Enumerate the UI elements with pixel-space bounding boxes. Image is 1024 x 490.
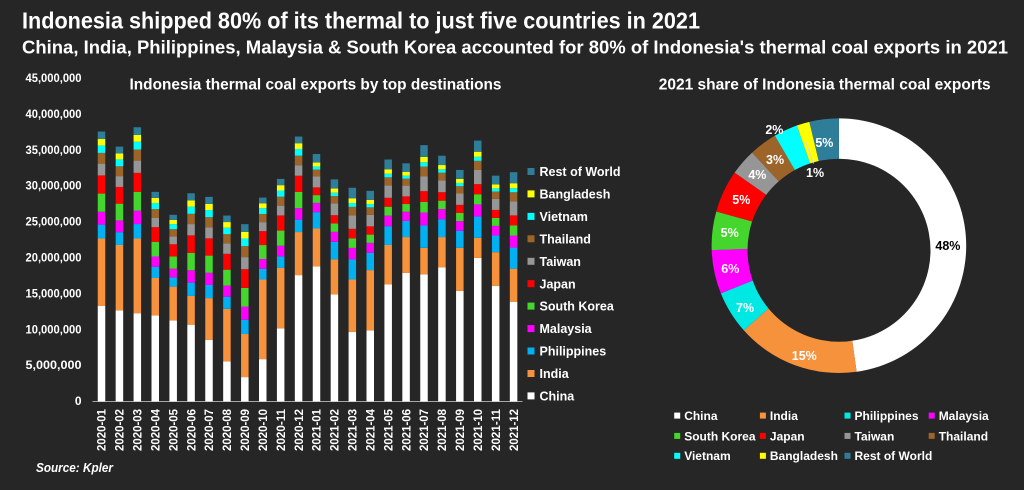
svg-text:2021-02: 2021-02 bbox=[328, 409, 342, 451]
svg-text:2021-10: 2021-10 bbox=[471, 409, 485, 451]
svg-text:2020-07: 2020-07 bbox=[202, 409, 216, 451]
svg-text:Rest of World: Rest of World bbox=[540, 165, 621, 179]
svg-text:South Korea: South Korea bbox=[540, 300, 615, 314]
svg-text:Malaysia: Malaysia bbox=[540, 322, 593, 336]
svg-text:Vietnam: Vietnam bbox=[684, 449, 730, 463]
svg-text:7%: 7% bbox=[736, 301, 754, 315]
svg-text:India: India bbox=[770, 409, 798, 423]
svg-text:30,000,000: 30,000,000 bbox=[26, 179, 82, 193]
svg-text:5%: 5% bbox=[721, 226, 739, 240]
svg-text:2020-01: 2020-01 bbox=[95, 409, 109, 451]
svg-text:48%: 48% bbox=[935, 239, 960, 253]
svg-text:6%: 6% bbox=[721, 262, 739, 276]
svg-text:5%: 5% bbox=[732, 193, 750, 207]
svg-text:Taiwan: Taiwan bbox=[540, 255, 581, 269]
svg-text:2021-12: 2021-12 bbox=[507, 409, 521, 451]
svg-text:China: China bbox=[684, 409, 718, 423]
svg-text:20,000,000: 20,000,000 bbox=[26, 251, 82, 265]
svg-text:3%: 3% bbox=[766, 153, 784, 167]
svg-text:2021-04: 2021-04 bbox=[364, 409, 378, 451]
svg-text:2021-01: 2021-01 bbox=[310, 409, 324, 451]
svg-text:2020-03: 2020-03 bbox=[131, 409, 145, 451]
svg-text:2021-05: 2021-05 bbox=[381, 409, 395, 451]
svg-text:Vietnam: Vietnam bbox=[540, 210, 588, 224]
svg-text:2020-06: 2020-06 bbox=[184, 409, 198, 451]
svg-text:1%: 1% bbox=[806, 166, 824, 180]
svg-text:Source: Kpler: Source: Kpler bbox=[36, 460, 114, 475]
svg-text:5,000,000: 5,000,000 bbox=[26, 358, 82, 372]
svg-text:2021-07: 2021-07 bbox=[417, 409, 431, 451]
svg-text:China, India, Philippines, Mal: China, India, Philippines, Malaysia & So… bbox=[22, 37, 1008, 58]
svg-text:45,000,000: 45,000,000 bbox=[26, 71, 82, 85]
svg-text:2021 share of Indonesia therma: 2021 share of Indonesia thermal coal exp… bbox=[659, 77, 991, 94]
svg-text:10,000,000: 10,000,000 bbox=[26, 322, 82, 336]
svg-text:2020-08: 2020-08 bbox=[220, 409, 234, 451]
svg-text:2020-12: 2020-12 bbox=[292, 409, 306, 451]
svg-text:2020-02: 2020-02 bbox=[113, 409, 127, 451]
svg-text:Malaysia: Malaysia bbox=[939, 409, 989, 423]
svg-text:Philippines: Philippines bbox=[855, 409, 919, 423]
svg-text:South Korea: South Korea bbox=[684, 429, 756, 443]
svg-text:15%: 15% bbox=[792, 349, 817, 363]
svg-text:2021-06: 2021-06 bbox=[399, 409, 413, 451]
svg-text:2021-08: 2021-08 bbox=[435, 409, 449, 451]
svg-text:Philippines: Philippines bbox=[540, 345, 607, 359]
svg-text:15,000,000: 15,000,000 bbox=[26, 286, 82, 300]
svg-text:25,000,000: 25,000,000 bbox=[26, 215, 82, 229]
svg-text:Indonesia shipped 80% of its t: Indonesia shipped 80% of its thermal to … bbox=[22, 8, 700, 34]
svg-text:China: China bbox=[540, 390, 576, 404]
svg-text:2021-03: 2021-03 bbox=[346, 409, 360, 451]
svg-text:2020-05: 2020-05 bbox=[166, 409, 180, 451]
svg-text:4%: 4% bbox=[748, 168, 766, 182]
svg-text:2020-10: 2020-10 bbox=[256, 409, 270, 451]
svg-text:Taiwan: Taiwan bbox=[855, 429, 895, 443]
svg-text:Japan: Japan bbox=[770, 429, 805, 443]
svg-text:2021-11: 2021-11 bbox=[489, 409, 503, 451]
svg-text:2020-04: 2020-04 bbox=[149, 409, 163, 451]
svg-text:2020-09: 2020-09 bbox=[238, 409, 252, 451]
svg-text:0: 0 bbox=[75, 394, 82, 408]
svg-text:Japan: Japan bbox=[540, 277, 576, 291]
svg-text:40,000,000: 40,000,000 bbox=[26, 107, 82, 121]
svg-text:2%: 2% bbox=[765, 123, 783, 137]
svg-text:Indonesia thermal coal exports: Indonesia thermal coal exports by top de… bbox=[130, 77, 502, 94]
svg-text:2020-11: 2020-11 bbox=[274, 409, 288, 451]
svg-text:Rest of World: Rest of World bbox=[855, 449, 933, 463]
svg-text:Thailand: Thailand bbox=[540, 232, 591, 246]
svg-text:Bangladesh: Bangladesh bbox=[770, 449, 838, 463]
svg-text:India: India bbox=[540, 367, 570, 381]
svg-text:5%: 5% bbox=[815, 136, 833, 150]
svg-text:2021-09: 2021-09 bbox=[453, 409, 467, 451]
svg-text:35,000,000: 35,000,000 bbox=[26, 143, 82, 157]
svg-text:Thailand: Thailand bbox=[939, 429, 988, 443]
svg-text:Bangladesh: Bangladesh bbox=[540, 188, 611, 202]
